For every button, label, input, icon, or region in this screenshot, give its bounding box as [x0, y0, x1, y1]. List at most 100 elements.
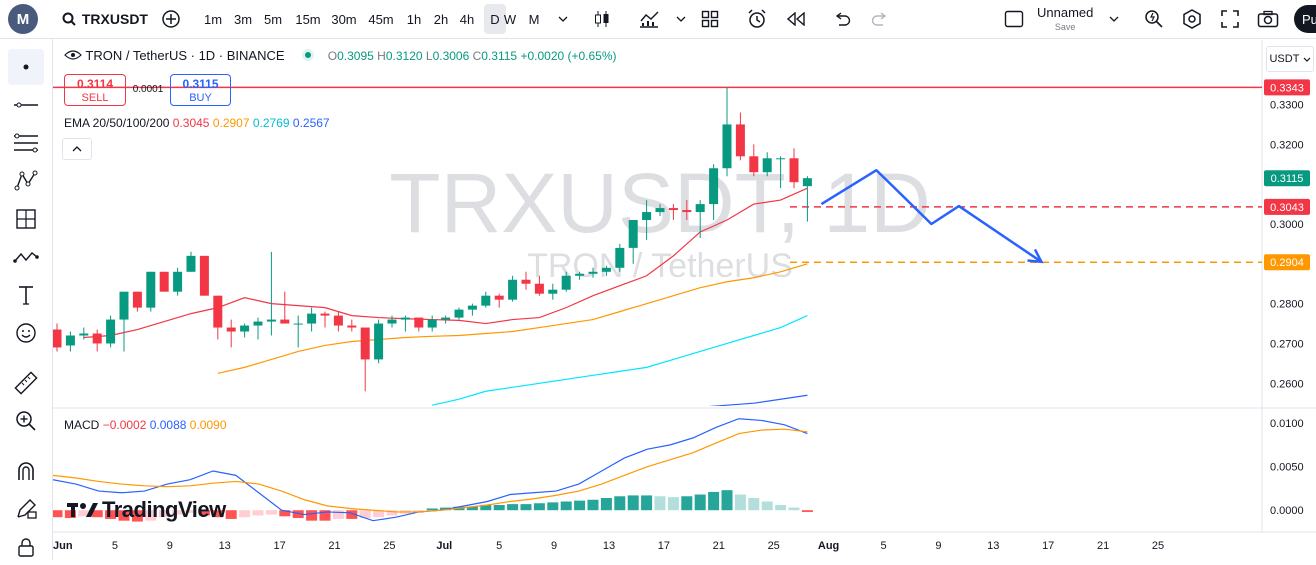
macd-histogram-bar [708, 491, 720, 511]
svg-text:0.3115: 0.3115 [1271, 173, 1304, 185]
tradingview-logo[interactable]: TradingView [66, 497, 226, 523]
macd-histogram-bar [292, 510, 304, 519]
projection-path[interactable] [820, 168, 1043, 263]
ema20-value: 0.3045 [172, 116, 210, 130]
candle [173, 267, 183, 296]
macd-histogram-bar [600, 498, 612, 511]
collapse-legend-button[interactable] [62, 138, 92, 160]
candle [53, 323, 62, 352]
time-axis-tick: 17 [273, 540, 285, 552]
symbol-name: TRXUSDT [81, 11, 148, 27]
interval-5m[interactable]: 5m [263, 11, 283, 27]
macd-histogram-bar [547, 502, 559, 511]
macd-histogram-bar [734, 494, 746, 511]
fib-tool[interactable] [8, 125, 44, 161]
zoom-tool[interactable] [8, 403, 44, 439]
hide-drawings-tool[interactable] [8, 529, 44, 565]
macd-signal-line[interactable] [53, 428, 808, 513]
interval-2h[interactable]: 2h [433, 11, 449, 27]
candle [628, 220, 638, 264]
interval-1h[interactable]: 1h [406, 11, 422, 27]
measure-tool[interactable] [8, 365, 44, 401]
lock-drawings-tool[interactable] [8, 491, 44, 527]
layout-name[interactable]: Unnamed Save [1037, 5, 1093, 35]
layout-dropdown[interactable] [1106, 0, 1122, 38]
interval-15m[interactable]: 15m [295, 11, 321, 27]
magnet-tool[interactable] [8, 453, 44, 489]
price-axis-label: 0.3115 [1264, 170, 1310, 187]
alert-button[interactable] [744, 0, 770, 38]
macd-legend[interactable]: MACD −0.0002 0.0088 0.0090 [64, 418, 227, 432]
compare-symbol-button[interactable] [158, 0, 184, 38]
snapshot-button[interactable] [1256, 0, 1280, 38]
settings-button[interactable] [1180, 0, 1204, 38]
trend-line-tool[interactable] [8, 87, 44, 123]
time-axis-tick: 17 [658, 540, 670, 552]
icon-tool[interactable] [8, 315, 44, 351]
eye-icon [64, 50, 82, 60]
macd-histogram-bar [801, 510, 813, 512]
symbol-search[interactable]: TRXUSDT [62, 0, 148, 38]
cursor-tool[interactable] [8, 49, 44, 85]
user-avatar[interactable]: M [8, 4, 38, 34]
candle [347, 319, 357, 332]
spread-value: 0.0001 [132, 84, 164, 95]
publish-button[interactable]: Pu [1294, 5, 1316, 33]
ema50-line[interactable] [217, 263, 808, 374]
buy-button[interactable]: 0.3115 BUY [170, 74, 231, 106]
interval-M[interactable]: M [528, 11, 540, 27]
text-tool[interactable] [8, 277, 44, 313]
drawing-toolbar [0, 39, 53, 560]
time-axis-tick: 9 [167, 540, 173, 552]
candle [146, 271, 156, 312]
candle [668, 204, 678, 221]
dot-cursor-icon [23, 64, 29, 70]
projection-tool[interactable] [8, 201, 44, 237]
replay-button[interactable] [784, 0, 808, 38]
candle [240, 323, 250, 338]
undo-button[interactable] [830, 0, 854, 38]
time-axis-tick: 5 [496, 540, 502, 552]
interval-30m[interactable]: 30m [331, 11, 357, 27]
macd-histogram-bar [466, 506, 478, 511]
interval-1m[interactable]: 1m [203, 11, 223, 27]
interval-dropdown[interactable] [556, 0, 570, 38]
ema200-line[interactable] [700, 394, 808, 407]
chart-type-button[interactable] [590, 0, 614, 38]
templates-button[interactable] [698, 0, 722, 38]
svg-text:0.3343: 0.3343 [1270, 82, 1304, 94]
price-axis-tick: 0.3300 [1270, 100, 1304, 112]
sell-button[interactable]: 0.3114 SELL [64, 74, 126, 106]
undo-icon [835, 12, 851, 26]
brush-tool[interactable] [8, 239, 44, 275]
candle [575, 271, 585, 280]
time-axis-tick: 9 [935, 540, 941, 552]
pattern-tool[interactable] [8, 163, 44, 199]
indicators-dropdown[interactable] [674, 0, 688, 38]
candle [508, 275, 518, 302]
interval-4h[interactable]: 4h [459, 11, 475, 27]
interval-3m[interactable]: 3m [233, 11, 253, 27]
macd-histogram-bar [493, 504, 505, 511]
time-axis-tick: 9 [551, 540, 557, 552]
macd-histogram-bar [91, 510, 103, 518]
quick-search-button[interactable] [1142, 0, 1166, 38]
ema-legend[interactable]: EMA 20/50/100/200 0.3045 0.2907 0.2769 0… [64, 116, 330, 130]
macd-histogram-bar [265, 510, 277, 515]
interval-45m[interactable]: 45m [368, 11, 394, 27]
indicators-button[interactable] [636, 0, 662, 38]
interval-D[interactable]: D [484, 4, 506, 34]
interval-W[interactable]: W [503, 11, 517, 27]
ema100-line[interactable] [432, 315, 808, 406]
macd-histogram-bar [426, 508, 438, 511]
layout-checkbox[interactable] [1002, 0, 1026, 38]
redo-button[interactable] [868, 0, 892, 38]
fullscreen-button[interactable] [1218, 0, 1242, 38]
macd-histogram-bar [185, 510, 197, 513]
currency-selector[interactable]: USDT [1266, 46, 1314, 72]
candle [642, 200, 652, 240]
candle [92, 329, 102, 352]
macd-signal-value: 0.0090 [189, 418, 227, 432]
macd-histogram-bar [641, 495, 653, 511]
